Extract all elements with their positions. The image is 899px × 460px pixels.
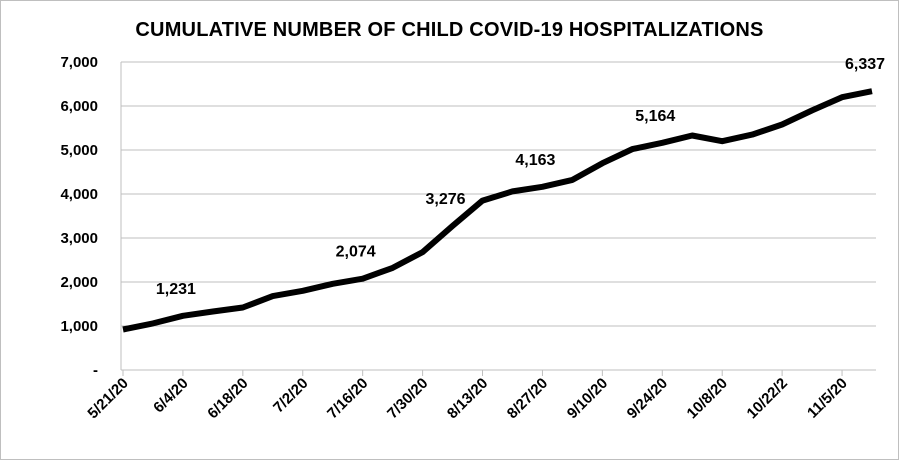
data-label: 4,163 <box>515 152 555 169</box>
data-label: 1,231 <box>156 281 196 298</box>
x-tick-label: 9/10/20 <box>564 375 611 422</box>
y-tick-label: 7,000 <box>60 54 98 71</box>
x-tick-label: 11/5/20 <box>804 375 851 422</box>
x-tick-label: 10/22/2 <box>744 375 791 422</box>
axes <box>120 62 876 376</box>
series-line <box>122 88 873 333</box>
y-tick-label: - <box>93 362 98 379</box>
data-label: 6,337 <box>845 56 885 73</box>
y-tick-label: 3,000 <box>60 230 98 247</box>
data-label: 5,164 <box>635 108 675 125</box>
y-tick-label: 6,000 <box>60 98 98 115</box>
x-tick-label: 5/21/20 <box>84 375 131 422</box>
series-layer <box>122 88 873 333</box>
x-tick-labels: 5/21/20 6/4/20 6/18/20 7/2/20 7/16/20 7/30/20… <box>84 375 850 422</box>
x-tick-label: 7/16/20 <box>324 375 371 422</box>
x-tick-label: 6/4/20 <box>150 375 192 417</box>
y-tick-label: 4,000 <box>60 186 98 203</box>
data-label: 2,074 <box>336 244 376 261</box>
x-tick-label: 7/2/20 <box>270 375 312 417</box>
x-tick-label: 8/27/20 <box>504 375 551 422</box>
x-tick-label: 8/13/20 <box>444 375 491 422</box>
x-tick-label: 6/18/20 <box>204 375 251 422</box>
y-tick-labels: - 1,000 2,000 3,000 4,000 5,000 6,000 7,000 <box>60 54 98 379</box>
y-tick-label: 1,000 <box>60 318 98 335</box>
x-tick-label: 10/8/20 <box>684 375 731 422</box>
y-tick-label: 2,000 <box>60 274 98 291</box>
y-tick-label: 5,000 <box>60 142 98 159</box>
data-labels: 1,231 2,074 3,276 4,163 5,164 6,337 <box>156 56 885 298</box>
x-tick-label: 9/24/20 <box>624 375 671 422</box>
x-tick-label: 7/30/20 <box>384 375 431 422</box>
data-label: 3,276 <box>426 191 466 208</box>
chart-title: CUMULATIVE NUMBER OF CHILD COVID-19 HOSP… <box>135 19 764 41</box>
